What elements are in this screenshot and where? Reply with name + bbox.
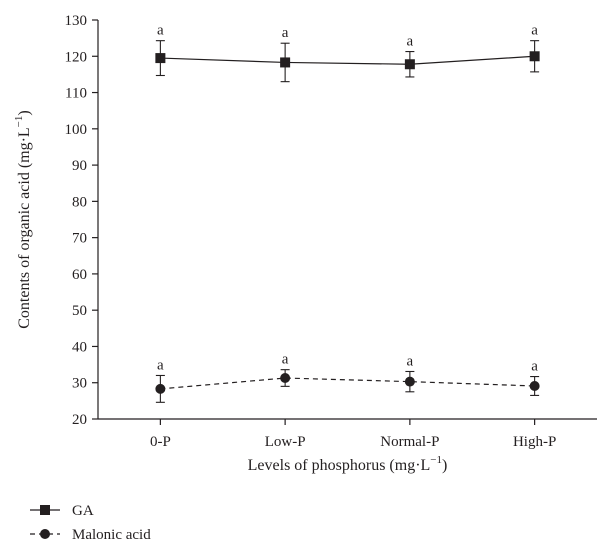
significance-label: a — [407, 353, 414, 369]
legend-item: Malonic acid — [30, 527, 151, 543]
data-point — [280, 57, 291, 68]
data-point — [155, 53, 166, 64]
significance-label: a — [407, 34, 414, 50]
y-tick-label: 20 — [72, 412, 87, 428]
series-line — [160, 55, 535, 65]
significance-label: a — [157, 23, 164, 39]
legend: GA Malonic acid — [30, 503, 151, 543]
y-tick-label: 40 — [72, 339, 87, 355]
y-tick-label: 90 — [72, 158, 87, 174]
y-tick-label: 110 — [65, 86, 87, 102]
x-axis-title: Levels of phosphorus (mg·L−1) — [248, 454, 448, 474]
y-tick-label: 60 — [72, 267, 87, 283]
data-point — [155, 383, 166, 394]
axes: 20 30 40 50 60 70 80 90 100 110 120 130 0-P Low-P Norm… — [13, 13, 597, 474]
x-tick-label: High-P — [513, 434, 556, 450]
significance-label: a — [531, 359, 538, 375]
x-tick-label: 0-P — [150, 434, 171, 450]
legend-item: GA — [30, 503, 94, 519]
data-point — [529, 51, 540, 62]
y-tick-label: 80 — [72, 194, 87, 210]
significance-label: a — [157, 357, 164, 373]
data-point — [529, 380, 540, 391]
data-point — [404, 59, 415, 70]
series-line — [160, 377, 535, 390]
y-tick-label: 50 — [72, 303, 87, 319]
y-tick-label: 30 — [72, 376, 87, 392]
y-tick-label: 100 — [65, 122, 88, 138]
y-axis-title: Contents of organic acid (mg·L−1) — [13, 110, 33, 328]
legend-label: Malonic acid — [72, 527, 151, 543]
series-layer: a a a a a a a a — [155, 23, 540, 403]
legend-label: GA — [72, 503, 94, 519]
x-tick-label: Normal-P — [380, 434, 439, 450]
x-tick-label: Low-P — [265, 434, 306, 450]
significance-label: a — [282, 352, 289, 368]
y-tick-label: 120 — [65, 49, 88, 65]
series-0: a aaa — [155, 23, 540, 83]
data-point — [404, 376, 415, 387]
legend-marker-circle-icon — [40, 529, 50, 539]
legend-marker-square-icon — [40, 505, 50, 515]
significance-label: a — [282, 25, 289, 41]
significance-label: a — [531, 23, 538, 39]
y-tick-label: 130 — [65, 13, 88, 29]
y-tick-label: 70 — [72, 231, 87, 247]
data-point — [280, 373, 291, 384]
